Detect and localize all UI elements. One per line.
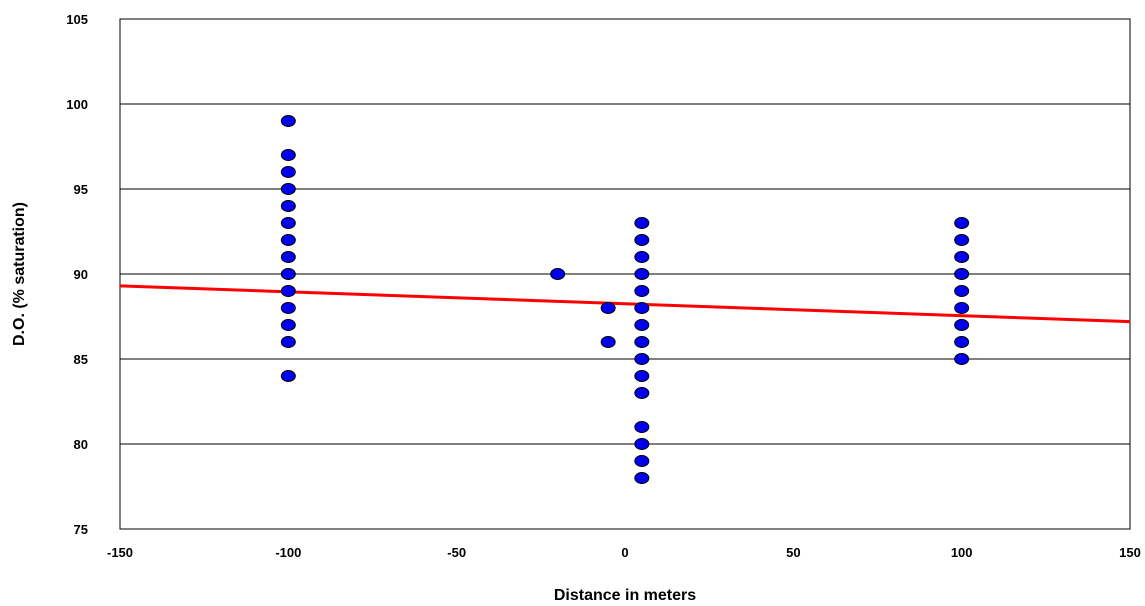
y-tick-label: 85 <box>74 352 88 367</box>
x-tick-label: 50 <box>786 545 800 560</box>
x-tick-label: -50 <box>447 545 466 560</box>
data-point <box>634 217 650 229</box>
data-point <box>600 302 616 314</box>
data-point <box>280 285 296 297</box>
data-point <box>280 217 296 229</box>
data-point <box>954 353 970 365</box>
data-point <box>634 421 650 433</box>
data-point <box>954 302 970 314</box>
data-point <box>634 302 650 314</box>
data-point <box>280 234 296 246</box>
y-tick-label: 90 <box>74 267 88 282</box>
data-point <box>280 268 296 280</box>
data-point <box>634 285 650 297</box>
data-point <box>634 268 650 280</box>
data-point <box>634 336 650 348</box>
data-point <box>954 336 970 348</box>
y-axis-title: D.O. (% saturation) <box>11 202 28 346</box>
x-tick-label: -150 <box>107 545 133 560</box>
x-tick-labels: -150 -100 -50 0 50 100 150 <box>107 545 1141 560</box>
y-tick-labels: 75 80 85 90 95 100 105 <box>66 12 88 537</box>
x-tick-label: 100 <box>951 545 973 560</box>
data-point <box>600 336 616 348</box>
plot-area-frame <box>119 18 1131 530</box>
data-point <box>634 438 650 450</box>
trend-line-group <box>119 284 1131 324</box>
data-point <box>634 472 650 484</box>
data-point <box>954 251 970 263</box>
data-point <box>634 353 650 365</box>
data-point <box>954 319 970 331</box>
data-point <box>280 200 296 212</box>
y-tick-label: 105 <box>66 12 88 27</box>
data-point <box>280 319 296 331</box>
data-point <box>634 251 650 263</box>
data-point <box>954 285 970 297</box>
data-point <box>280 183 296 195</box>
data-point <box>550 268 566 280</box>
data-point <box>954 217 970 229</box>
data-point <box>280 115 296 127</box>
data-point <box>280 302 296 314</box>
gridlines <box>120 103 1130 445</box>
data-point <box>954 234 970 246</box>
data-point <box>634 319 650 331</box>
data-points <box>280 115 970 484</box>
x-tick-label: 0 <box>621 545 628 560</box>
data-point <box>634 387 650 399</box>
x-axis-title: Distance in meters <box>554 587 696 604</box>
data-point <box>280 251 296 263</box>
data-point <box>280 370 296 382</box>
y-tick-label: 80 <box>74 437 88 452</box>
data-point <box>280 336 296 348</box>
trend-line <box>119 284 1131 324</box>
data-point <box>954 268 970 280</box>
data-point <box>280 149 296 161</box>
y-tick-label: 100 <box>66 97 88 112</box>
data-point <box>634 234 650 246</box>
data-point <box>634 455 650 467</box>
x-tick-label: 150 <box>1119 545 1141 560</box>
x-tick-label: -100 <box>275 545 301 560</box>
y-tick-label: 95 <box>74 182 88 197</box>
data-point <box>280 166 296 178</box>
y-tick-label: 75 <box>74 522 88 537</box>
data-point <box>634 370 650 382</box>
